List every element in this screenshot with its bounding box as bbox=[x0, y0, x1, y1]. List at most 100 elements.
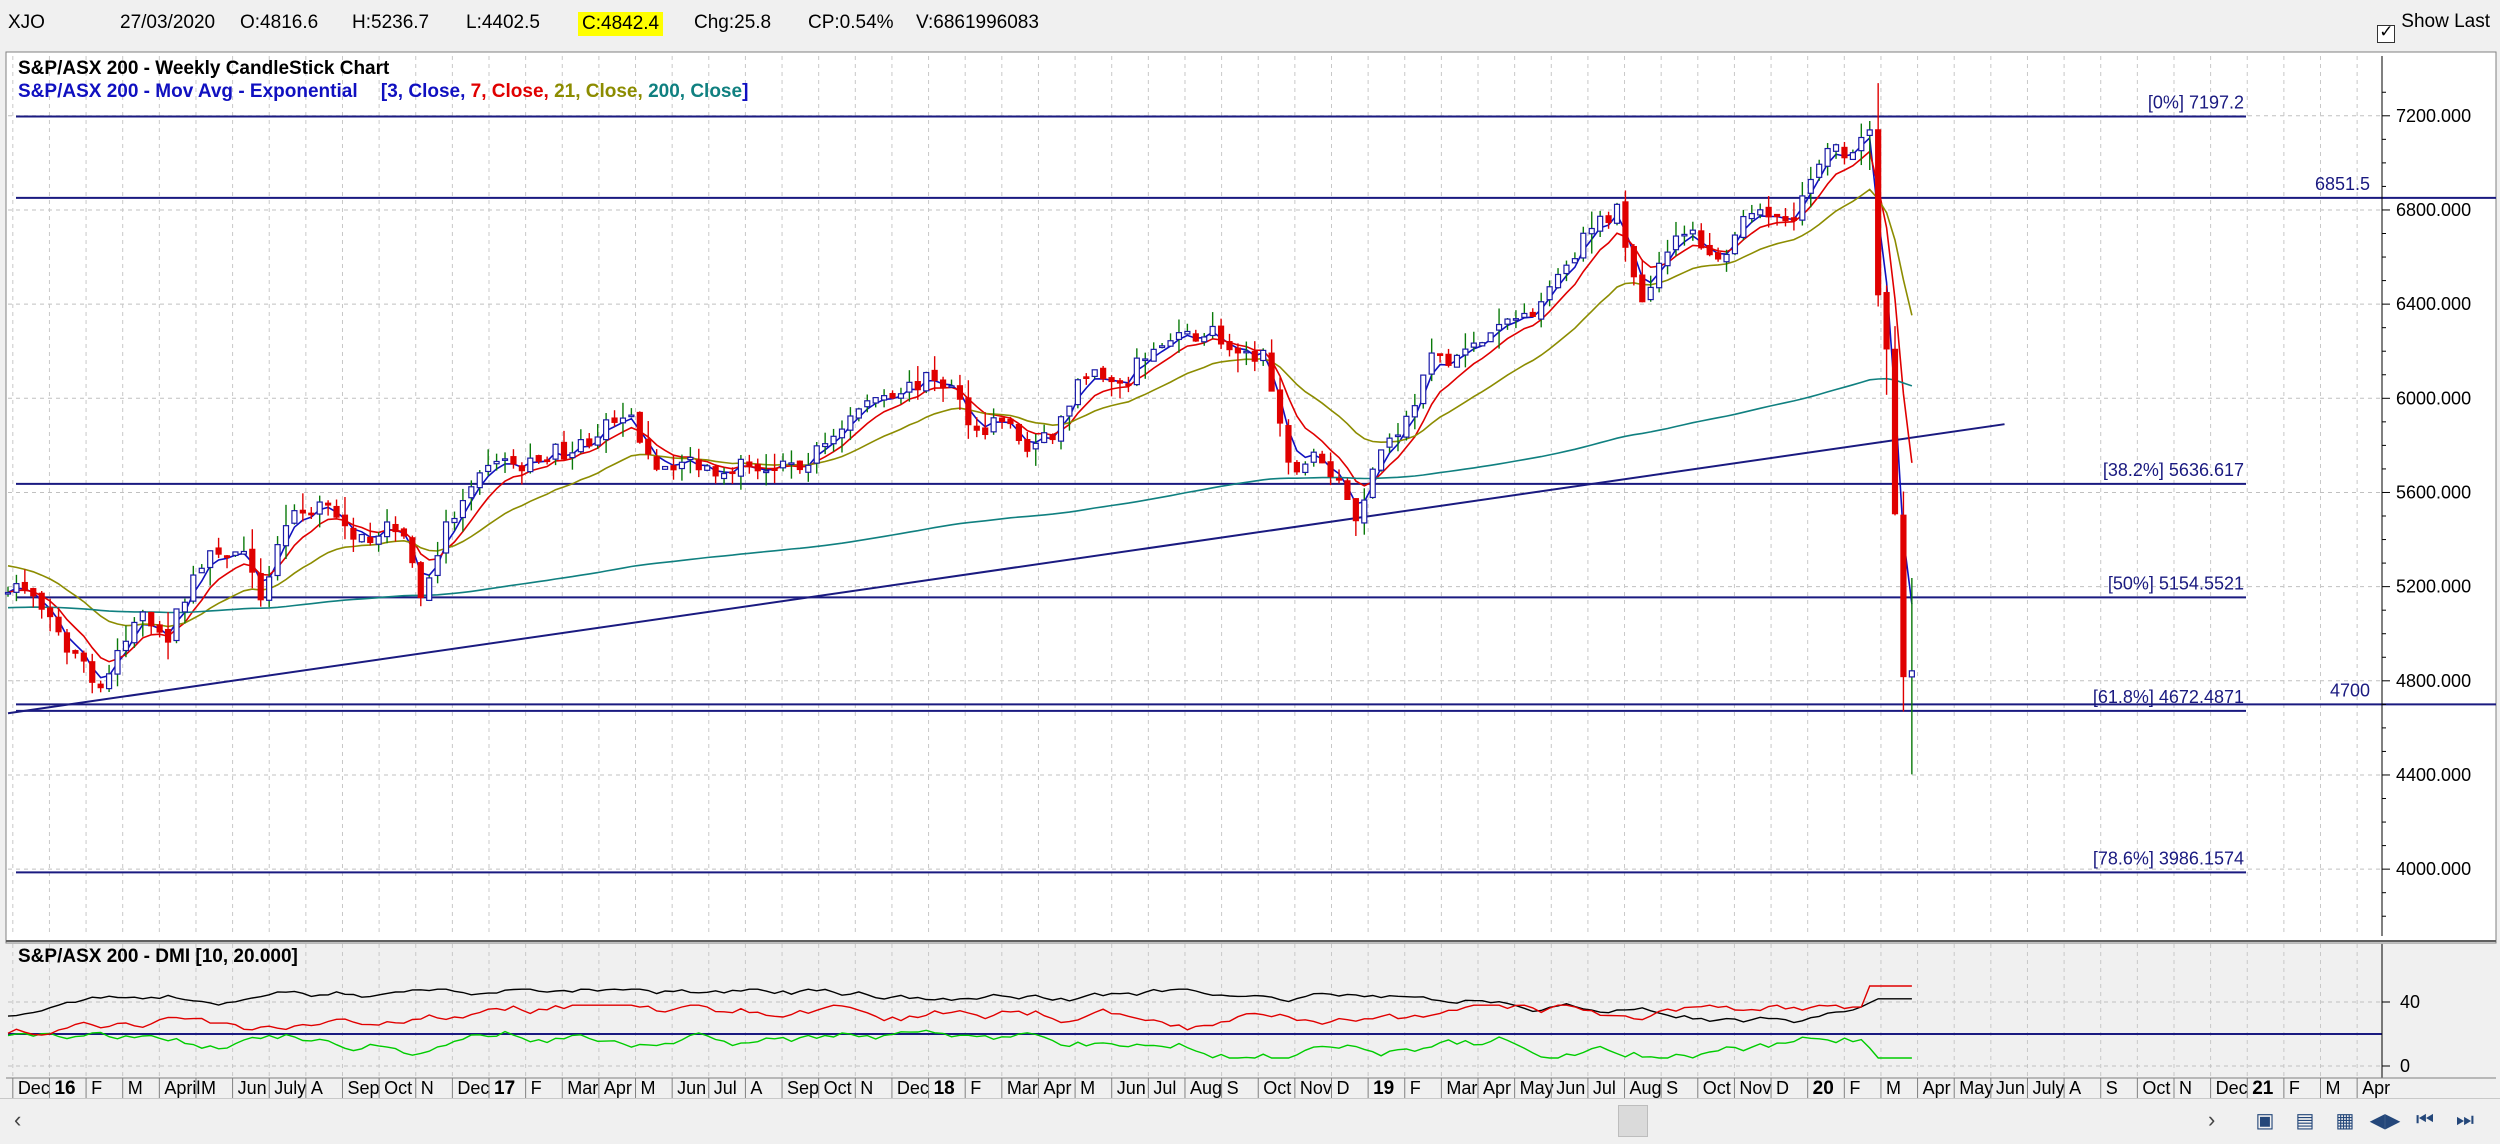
candle bbox=[1698, 230, 1705, 249]
x-tick-label: July bbox=[274, 1078, 306, 1098]
candle bbox=[982, 427, 989, 436]
candle bbox=[1891, 348, 1899, 515]
candle bbox=[897, 393, 905, 399]
candle bbox=[687, 456, 694, 461]
candle bbox=[383, 521, 391, 538]
candle bbox=[906, 381, 913, 393]
candle bbox=[628, 414, 635, 418]
scrollbar-thumb[interactable] bbox=[1618, 1105, 1648, 1137]
candle bbox=[695, 459, 702, 471]
go-end-icon[interactable]: ⏭ bbox=[2456, 1108, 2474, 1131]
candle bbox=[1116, 380, 1124, 384]
candle bbox=[1470, 342, 1477, 348]
fib-label: [78.6%] 3986.1574 bbox=[2093, 848, 2244, 868]
x-tick-label: N bbox=[860, 1078, 873, 1098]
candle bbox=[232, 551, 239, 557]
x-tick-label: A bbox=[311, 1078, 323, 1098]
pan-icon[interactable]: ◀▶ bbox=[2369, 1109, 2401, 1132]
x-tick-label: M bbox=[1080, 1078, 1095, 1098]
candle bbox=[1167, 340, 1174, 347]
candle bbox=[1588, 227, 1595, 235]
show-last-checkbox[interactable]: Show Last bbox=[2377, 11, 2490, 43]
checkbox-checked-icon[interactable] bbox=[2377, 22, 2396, 43]
candle bbox=[299, 509, 306, 514]
x-tick-label: M bbox=[641, 1078, 656, 1098]
candle bbox=[1900, 514, 1907, 678]
x-tick-label: S bbox=[1227, 1078, 1239, 1098]
candle bbox=[527, 457, 534, 473]
zoom-in-icon[interactable]: ▣ bbox=[2255, 1109, 2275, 1132]
candle bbox=[1639, 274, 1646, 303]
x-tick-label: Jun bbox=[1996, 1078, 2025, 1098]
candle bbox=[1192, 333, 1199, 342]
x-tick-label: S bbox=[1666, 1078, 1678, 1098]
candle bbox=[341, 514, 349, 527]
candle bbox=[1875, 129, 1882, 296]
go-start-icon[interactable]: ⏮ bbox=[2416, 1108, 2434, 1131]
x-tick-label: 18 bbox=[934, 1078, 955, 1098]
candle bbox=[1656, 262, 1663, 289]
x-tick-label: July bbox=[2032, 1078, 2064, 1098]
candle bbox=[1335, 477, 1343, 481]
candle bbox=[1479, 342, 1486, 347]
price-panel-title: S&P/ASX 200 - Weekly CandleStick Chart bbox=[18, 58, 390, 79]
price-panel[interactable]: [0%] 7197.2 [38.2%] 5636.617 [50%] 5154.55… bbox=[4, 56, 2497, 936]
candle bbox=[1706, 244, 1713, 256]
candle bbox=[847, 415, 854, 431]
x-tick-label: Jun bbox=[238, 1078, 267, 1098]
high-label: H:5236.7 bbox=[352, 12, 430, 33]
candle bbox=[830, 435, 837, 445]
chart-area[interactable]: [0%] 7197.2 [38.2%] 5636.617 [50%] 5154.55… bbox=[0, 48, 2500, 1098]
candle bbox=[1672, 235, 1680, 251]
candle bbox=[97, 683, 104, 689]
candle bbox=[1217, 325, 1225, 345]
x-tick-label: Dec bbox=[457, 1078, 489, 1098]
candle bbox=[1285, 425, 1292, 463]
symbol-label: XJO bbox=[8, 12, 45, 33]
date-label: 27/03/2020 bbox=[120, 12, 216, 33]
x-tick-label: May bbox=[1520, 1078, 1554, 1098]
candle bbox=[266, 576, 273, 601]
dmi-panel[interactable]: 40 0 S&P/ASX 200 - DMI [10, 20.000] bbox=[7, 944, 2420, 1078]
x-tick-label: Mar bbox=[1007, 1078, 1038, 1098]
candle bbox=[1790, 217, 1798, 221]
candle bbox=[1538, 301, 1545, 320]
chart-navigation: ▣ ▤ ▦ ◀▶ ⏮ ⏭ bbox=[2250, 1105, 2480, 1135]
candle bbox=[485, 464, 492, 473]
zoom-fit-icon[interactable]: ▦ bbox=[2335, 1109, 2355, 1132]
candle bbox=[678, 461, 686, 470]
candle bbox=[164, 628, 172, 643]
candle bbox=[552, 443, 559, 460]
candle bbox=[257, 572, 264, 601]
candle bbox=[1209, 325, 1216, 337]
fib-label: [61.8%] 4672.4871 bbox=[2093, 687, 2244, 707]
candle bbox=[1748, 212, 1755, 220]
candle bbox=[1807, 178, 1814, 194]
x-tick-label: Jun bbox=[1556, 1078, 1585, 1098]
ma-param-3: 200, Close bbox=[648, 81, 742, 102]
candle bbox=[1504, 318, 1511, 325]
scroll-left-icon[interactable]: ‹ bbox=[14, 1107, 22, 1132]
zoom-out-icon[interactable]: ▤ bbox=[2295, 1109, 2315, 1132]
candle bbox=[754, 463, 761, 472]
candle bbox=[1858, 136, 1865, 152]
candle bbox=[586, 438, 593, 447]
candle bbox=[510, 456, 517, 465]
candle bbox=[316, 501, 323, 515]
x-tick-label: A bbox=[2069, 1078, 2081, 1098]
horizontal-scrollbar[interactable]: ‹ › ▣ ▤ ▦ ◀▶ ⏮ ⏭ bbox=[0, 1098, 2500, 1144]
x-tick-label: Oct bbox=[1263, 1078, 1291, 1098]
candle bbox=[948, 385, 955, 388]
dmi-minus-line bbox=[7, 985, 1912, 1036]
x-tick-label: A bbox=[750, 1078, 762, 1098]
candle bbox=[1369, 468, 1376, 499]
candle bbox=[1740, 215, 1747, 239]
candle bbox=[249, 548, 256, 573]
candle bbox=[459, 499, 467, 519]
x-tick-label: May bbox=[1959, 1078, 1993, 1098]
candle bbox=[308, 512, 315, 516]
scroll-right-icon[interactable]: › bbox=[2208, 1107, 2216, 1132]
x-tick-label: F bbox=[1849, 1078, 1860, 1098]
candle bbox=[1352, 498, 1359, 522]
candle bbox=[931, 369, 938, 381]
